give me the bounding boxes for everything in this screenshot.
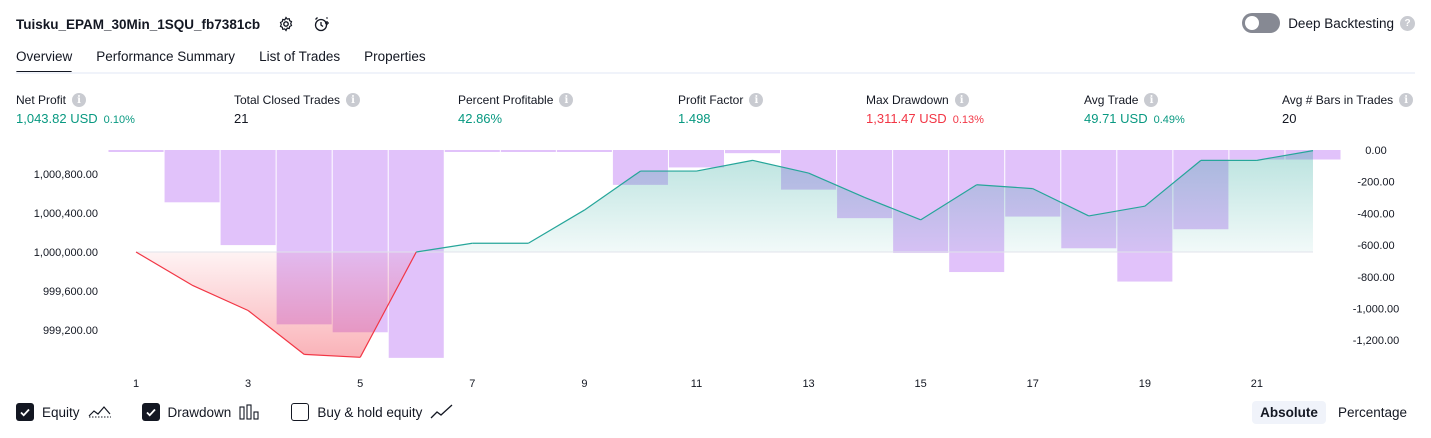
tab-divider (16, 72, 1415, 74)
x-axis-tick-label: 7 (469, 378, 475, 390)
metric-value: 20 (1282, 111, 1296, 126)
legend-label: Drawdown (168, 405, 232, 420)
deep-backtesting-label: Deep Backtesting (1288, 16, 1394, 31)
right-axis-tick-label: -1,000.00 (1353, 304, 1399, 316)
gear-icon[interactable] (276, 14, 296, 34)
x-axis-tick-label: 5 (357, 378, 363, 390)
x-axis-tick-label: 19 (1139, 378, 1151, 390)
metric-label: Net Profit (16, 93, 66, 107)
metric-label: Avg Trade (1084, 93, 1138, 107)
metric-total-closed-trades: Total Closed Trades i 21 (234, 93, 360, 126)
drawdown-bar (501, 150, 556, 152)
metric-label: Max Drawdown (866, 93, 949, 107)
metric-percent: 0.49% (1154, 114, 1185, 126)
metric-net-profit: Net Profit i 1,043.82 USD 0.10% (16, 93, 135, 126)
metric-label: Avg # Bars in Trades (1282, 93, 1393, 107)
metric-avg-bars: Avg # Bars in Trades i 20 (1282, 93, 1413, 126)
metric-value: 42.86% (458, 111, 502, 126)
metric-percent: 0.10% (104, 114, 135, 126)
strategy-header: Tuisku_EPAM_30Min_1SQU_fb7381cb (16, 12, 332, 36)
legend-buy-hold[interactable]: Buy & hold equity (291, 403, 454, 421)
right-axis-tick-label: 0.00 (1365, 145, 1386, 157)
x-axis-tick-label: 1 (133, 378, 139, 390)
drawdown-bar (669, 150, 724, 167)
buy-hold-checkbox[interactable] (291, 403, 309, 421)
x-axis-tick-label: 17 (1027, 378, 1039, 390)
drawdown-bars-icon (239, 404, 261, 420)
drawdown-bar (725, 150, 780, 153)
deep-backtesting-toggle[interactable] (1242, 13, 1280, 33)
tab-bar: Overview Performance Summary List of Tra… (16, 45, 450, 74)
value-mode-switch: Absolute Percentage (1248, 401, 1415, 424)
alarm-add-icon[interactable] (312, 14, 332, 34)
legend-equity[interactable]: Equity (16, 403, 112, 421)
info-icon[interactable]: i (1399, 93, 1413, 107)
equity-area-negative (136, 252, 416, 357)
right-axis-tick-label: -200.00 (1357, 177, 1394, 189)
info-icon[interactable]: i (559, 93, 573, 107)
x-axis-tick-label: 13 (802, 378, 814, 390)
metric-avg-trade: Avg Trade i 49.71 USD 0.49% (1084, 93, 1185, 126)
left-axis: 1,000,800.00 1,000,400.00 1,000,000.00 999,… (34, 169, 98, 337)
equity-drawdown-chart[interactable]: 1,000,800.00 1,000,400.00 1,000,000.00 999,… (0, 140, 1431, 395)
right-axis-tick-label: -800.00 (1357, 272, 1394, 284)
equity-line-icon (88, 405, 112, 419)
legend-label: Buy & hold equity (317, 405, 422, 420)
x-axis-tick-label: 15 (915, 378, 927, 390)
metric-value: 1,311.47 USD (866, 111, 947, 126)
right-axis-tick-label: -400.00 (1357, 208, 1394, 220)
metric-percent-profitable: Percent Profitable i 42.86% (458, 93, 573, 126)
right-axis-tick-label: -600.00 (1357, 240, 1394, 252)
strategy-title: Tuisku_EPAM_30Min_1SQU_fb7381cb (16, 17, 260, 32)
legend-drawdown[interactable]: Drawdown (142, 403, 262, 421)
metric-value: 1.498 (678, 111, 711, 126)
metric-max-drawdown: Max Drawdown i 1,311.47 USD 0.13% (866, 93, 984, 126)
equity-checkbox[interactable] (16, 403, 34, 421)
absolute-button[interactable]: Absolute (1252, 401, 1326, 424)
x-axis-tick-label: 11 (691, 378, 702, 390)
metric-value: 49.71 USD (1084, 111, 1148, 126)
help-icon[interactable]: ? (1400, 16, 1415, 31)
drawdown-bar (557, 150, 612, 152)
drawdown-bar (165, 150, 220, 202)
left-axis-tick-label: 999,200.00 (43, 325, 98, 337)
metric-label: Total Closed Trades (234, 93, 340, 107)
info-icon[interactable]: i (749, 93, 763, 107)
drawdown-bar (221, 150, 276, 245)
legend-label: Equity (42, 405, 80, 420)
metric-value: 1,043.82 USD (16, 111, 98, 126)
tab-properties[interactable]: Properties (364, 45, 426, 74)
left-axis-tick-label: 1,000,400.00 (34, 208, 98, 220)
x-axis: 1 3 5 7 9 11 13 15 17 19 21 (133, 378, 1263, 390)
drawdown-checkbox[interactable] (142, 403, 160, 421)
x-axis-tick-label: 9 (581, 378, 587, 390)
tab-overview[interactable]: Overview (16, 45, 72, 74)
x-axis-tick-label: 21 (1251, 378, 1263, 390)
x-axis-tick-label: 3 (245, 378, 251, 390)
tab-performance-summary[interactable]: Performance Summary (96, 45, 235, 74)
buy-hold-line-icon (430, 404, 454, 420)
metric-label: Percent Profitable (458, 93, 553, 107)
percentage-button[interactable]: Percentage (1330, 401, 1415, 424)
metric-value: 21 (234, 111, 248, 126)
info-icon[interactable]: i (346, 93, 360, 107)
drawdown-bar (445, 150, 500, 152)
tab-list-of-trades[interactable]: List of Trades (259, 45, 340, 74)
metrics-row: Net Profit i 1,043.82 USD 0.10% Total Clos… (0, 93, 1431, 133)
right-axis-tick-label: -1,200.00 (1353, 335, 1399, 347)
left-axis-tick-label: 1,000,000.00 (34, 247, 98, 259)
metric-percent: 0.13% (953, 114, 984, 126)
deep-backtesting: Deep Backtesting ? (1242, 13, 1415, 33)
drawdown-bar (109, 150, 164, 152)
info-icon[interactable]: i (72, 93, 86, 107)
metric-label: Profit Factor (678, 93, 743, 107)
left-axis-tick-label: 999,600.00 (43, 286, 98, 298)
toggle-knob (1245, 16, 1259, 30)
info-icon[interactable]: i (955, 93, 969, 107)
metric-profit-factor: Profit Factor i 1.498 (678, 93, 763, 126)
chart-legend: Equity Drawdown Buy & hold equity (16, 403, 484, 421)
info-icon[interactable]: i (1144, 93, 1158, 107)
left-axis-tick-label: 1,000,800.00 (34, 169, 98, 181)
right-axis: 0.00 -200.00 -400.00 -600.00 -800.00 -1,000.0… (1353, 145, 1399, 347)
